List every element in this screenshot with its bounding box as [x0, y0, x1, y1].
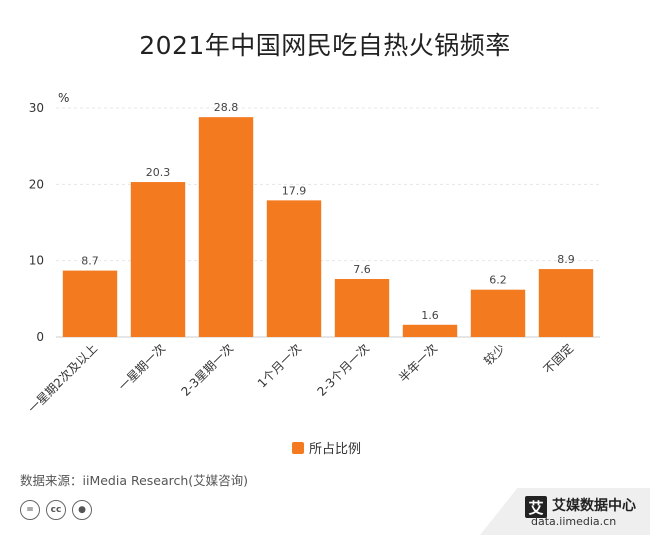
license-icons: = cc ●: [20, 500, 98, 520]
data-label: 7.6: [353, 263, 371, 276]
brand-name: 艾媒数据中心: [552, 498, 636, 514]
x-tick-label: 不固定: [540, 341, 576, 377]
person-icon: ●: [72, 500, 92, 520]
data-label: 28.8: [214, 101, 239, 114]
bar: [62, 270, 118, 337]
bar-chart: 0 10 20 30% 8.7 一星期2次及以上 20.3 一星期一次 28.8 2-3星期一次 1…: [25, 91, 600, 416]
y-tick-label: 10: [29, 254, 44, 268]
x-tick-label: 1个月一次: [255, 341, 304, 390]
legend-label: 所占比例: [309, 442, 362, 457]
brand-url: data.iimedia.cn: [531, 515, 617, 528]
y-tick-label: 20: [29, 177, 44, 191]
x-tick-label: 较少: [481, 341, 509, 369]
brand-logo-icon: 艾: [525, 496, 547, 518]
legend[interactable]: 所占比例: [292, 438, 361, 457]
bar: [538, 269, 594, 337]
legend-swatch: [292, 441, 304, 454]
data-label: 1.6: [421, 309, 439, 322]
data-label: 6.2: [489, 274, 507, 287]
y-axis-unit: %: [58, 91, 69, 105]
bar: [266, 200, 322, 337]
y-tick-label: 0: [36, 330, 44, 344]
equal-icon: =: [20, 500, 40, 520]
bar: [402, 324, 458, 337]
y-tick-label: 30: [29, 101, 44, 115]
cc-icon: cc: [46, 500, 66, 520]
x-tick-label: 半年一次: [396, 341, 440, 385]
data-label: 17.9: [282, 184, 307, 197]
data-label: 8.7: [81, 255, 99, 268]
chart-title: 2021年中国网民吃自热火锅频率: [139, 31, 511, 60]
data-label: 8.9: [557, 253, 575, 266]
data-source-note: 数据来源：iiMedia Research(艾媒咨询): [20, 473, 249, 488]
bar: [470, 289, 526, 337]
x-tick-label: 2-3星期一次: [178, 341, 236, 399]
data-label: 20.3: [146, 166, 171, 179]
bar: [198, 117, 254, 337]
bar: [334, 278, 390, 337]
x-tick-label: 一星期2次及以上: [25, 341, 100, 416]
x-tick-label: 2-3个月一次: [314, 341, 372, 399]
bar: [130, 182, 186, 337]
x-tick-label: 一星期一次: [116, 341, 168, 393]
